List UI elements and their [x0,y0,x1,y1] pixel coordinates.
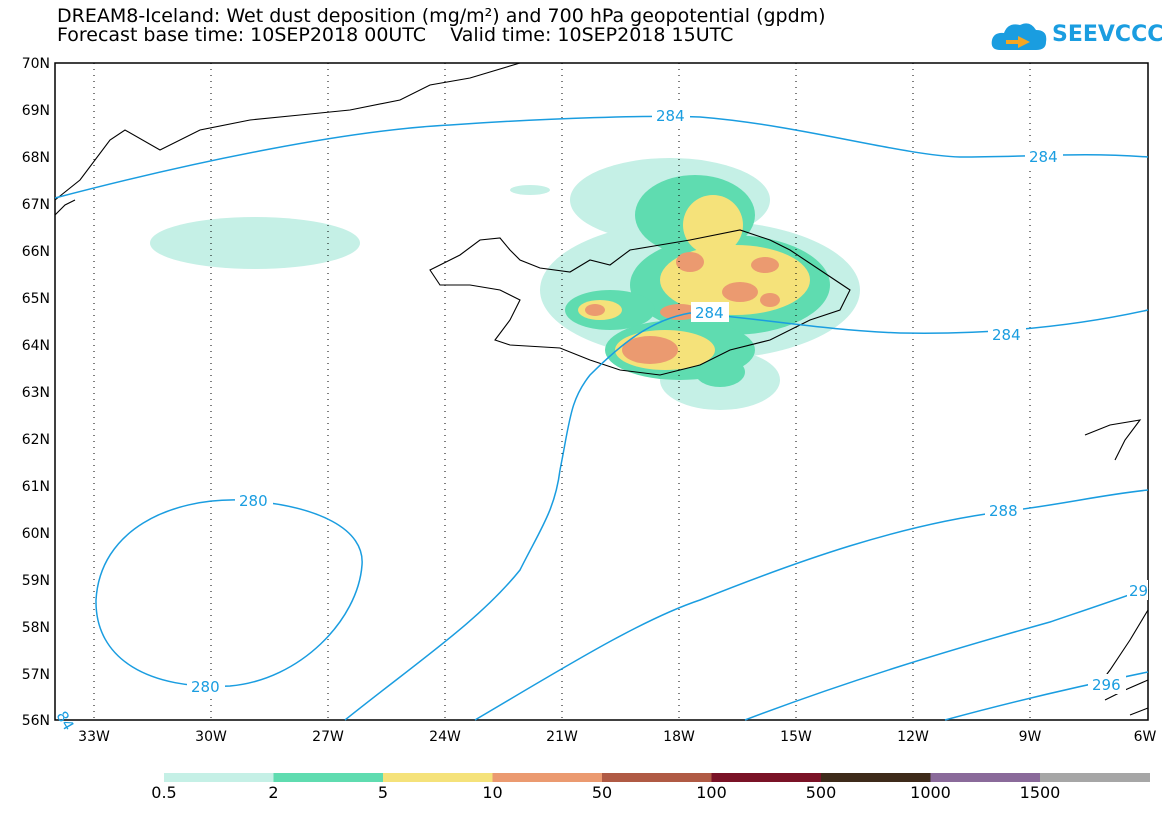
svg-text:57N: 57N [22,667,50,683]
contour-label: 284 [992,326,1021,344]
svg-text:66N: 66N [22,244,50,260]
cloud-icon [991,23,1047,50]
contour-label: 29 [1129,582,1148,600]
contour-label: 280 [239,492,268,510]
svg-text:21W: 21W [546,729,578,745]
svg-text:30W: 30W [195,729,227,745]
svg-text:69N: 69N [22,103,50,119]
svg-text:9W: 9W [1019,729,1042,745]
geopotential-contours [54,115,1149,721]
svg-text:67N: 67N [22,197,50,213]
svg-text:65N: 65N [22,291,50,307]
svg-text:70N: 70N [22,56,50,72]
legend-label: 1500 [1019,783,1061,802]
svg-text:12W: 12W [897,729,929,745]
contour-label: 296 [1092,676,1121,694]
svg-text:15W: 15W [780,729,812,745]
logo-text: SEEVCCC [1052,22,1164,47]
legend-swatch [711,773,822,782]
svg-text:27W: 27W [312,729,344,745]
map-title-line2: Forecast base time: 10SEP2018 00UTC Vali… [57,24,734,46]
legend-swatch [383,773,493,782]
svg-text:59N: 59N [22,573,50,589]
legend-swatch [164,773,274,782]
map-frame [54,62,1149,721]
legend-swatch [492,773,603,782]
svg-text:33W: 33W [78,729,110,745]
svg-text:64N: 64N [22,338,50,354]
latitude-labels: 70N 69N 68N 67N 66N 65N 64N 63N 62N 61N … [22,56,50,729]
longitude-labels: 33W 30W 27W 24W 21W 18W 15W 12W 9W 6W [78,729,1156,745]
svg-text:60N: 60N [22,526,50,542]
svg-text:58N: 58N [22,620,50,636]
coastlines [54,62,1149,716]
legend-label: 5 [377,783,389,802]
svg-text:6W: 6W [1134,729,1157,745]
svg-text:68N: 68N [22,150,50,166]
dust-deposition-field [150,158,860,410]
map-title-line1: DREAM8-Iceland: Wet dust deposition (mg/… [57,5,826,27]
contour-label: 288 [989,502,1018,520]
legend-label: 100 [696,783,727,802]
legend-label: 50 [591,783,613,802]
legend-swatch [821,773,931,782]
svg-text:18W: 18W [663,729,695,745]
legend-label: 0.5 [151,783,177,802]
contour-label: 284 [656,107,685,125]
legend-label: 2 [268,783,279,802]
contour-label: 284 [1029,148,1058,166]
legend-colorbar [164,773,1150,782]
svg-text:62N: 62N [22,432,50,448]
legend-swatch [273,773,384,782]
legend-swatch [1040,773,1150,782]
svg-text:63N: 63N [22,385,50,401]
legend-label: 10 [482,783,503,802]
svg-text:56N: 56N [22,713,50,729]
legend-swatch [930,773,1041,782]
contour-labels: 284 284 284 284 280 280 288 296 29 84 [53,105,1148,734]
svg-text:24W: 24W [429,729,461,745]
legend-label: 500 [805,783,837,802]
contour-label: 280 [191,678,220,696]
svg-text:61N: 61N [22,479,50,495]
legend-label: 1000 [910,783,951,802]
legend-swatch [602,773,712,782]
contour-label: 284 [695,304,724,322]
